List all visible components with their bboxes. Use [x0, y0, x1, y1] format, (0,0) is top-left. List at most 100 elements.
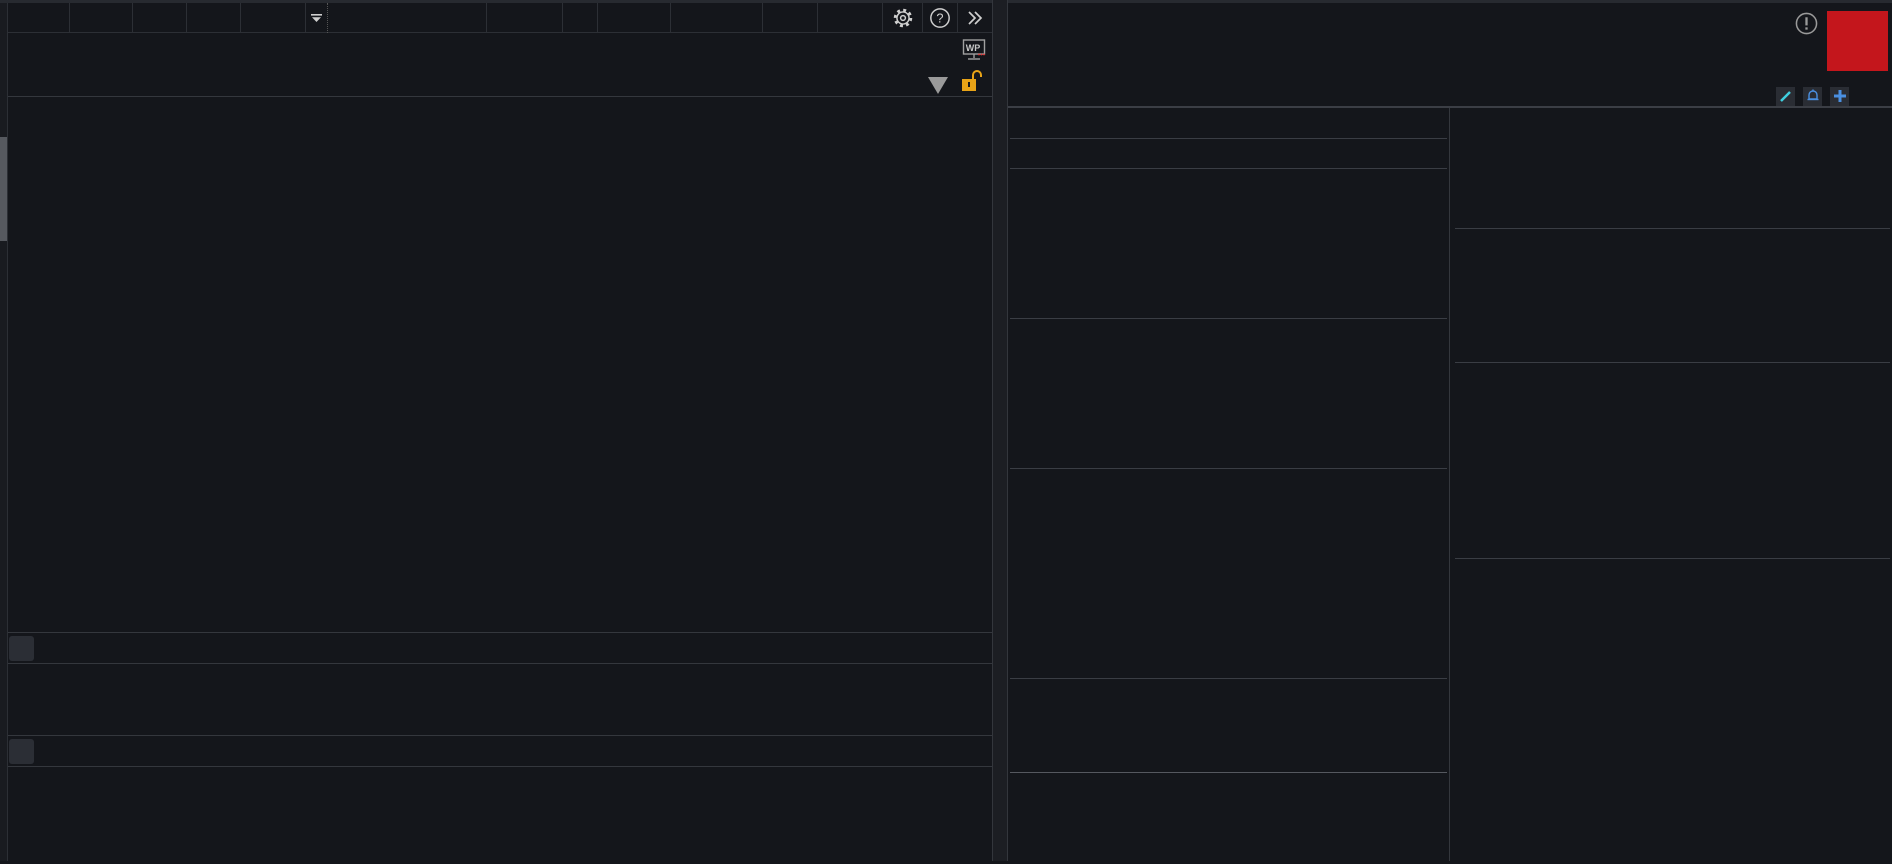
performance-row [1453, 200, 1892, 230]
stat-row [1008, 559, 1449, 589]
high-field [788, 33, 791, 65]
info-circle-icon [1795, 12, 1818, 35]
divider [1010, 168, 1447, 169]
macd-help-button[interactable] [9, 738, 34, 764]
help-button[interactable]: ? [922, 3, 957, 33]
ask-level-5[interactable] [1008, 170, 1449, 200]
bid-level-1[interactable] [1008, 320, 1449, 350]
ask-level-2[interactable] [1008, 259, 1449, 289]
divider [1010, 138, 1447, 139]
nav-trend-row[interactable] [1008, 108, 1449, 138]
super-overlay-button[interactable] [670, 3, 762, 33]
etf-stat-row [1008, 709, 1449, 739]
trade-tick-row [1008, 775, 1449, 805]
ask-level-3[interactable] [1008, 229, 1449, 259]
performance-row [1453, 170, 1892, 200]
tab-1min[interactable] [133, 3, 187, 33]
bid-level-3[interactable] [1008, 379, 1449, 409]
etf-stat-row [1008, 679, 1449, 709]
wp-monitor-icon: WP [962, 39, 986, 60]
period-dropdown[interactable] [928, 73, 948, 94]
tab-multi-day[interactable] [70, 3, 133, 33]
unlocked-padlock-icon [962, 70, 982, 91]
volume-help-button[interactable] [9, 635, 34, 661]
dropdown-triangle-icon [311, 13, 322, 22]
quick-actions [1760, 86, 1849, 106]
svg-text:?: ? [936, 11, 943, 26]
net-inflow-header [1453, 559, 1892, 591]
left-scroll-strip[interactable] [0, 3, 8, 861]
creation-redemption-row [1453, 262, 1892, 294]
ask-level-4[interactable] [1008, 200, 1449, 230]
bid-level-2[interactable] [1008, 350, 1449, 380]
bid-level-4[interactable] [1008, 409, 1449, 439]
info-button[interactable] [1795, 12, 1818, 35]
creation-redemption-header [1453, 230, 1892, 264]
more-periods-button[interactable] [306, 3, 328, 33]
pcf-row [1453, 395, 1892, 428]
divider [1455, 228, 1890, 229]
bid-level-5[interactable] [1008, 438, 1449, 468]
add-watchlist-button[interactable] [1830, 86, 1849, 106]
window-tab-strip [0, 0, 1892, 3]
quote-summary-row: WP [8, 33, 992, 65]
macd-indicator-header [8, 735, 992, 767]
creation-redemption-row [1453, 328, 1892, 360]
lock-toggle[interactable] [960, 69, 984, 93]
open-field [695, 33, 698, 65]
stat-row [1008, 529, 1449, 559]
creation-redemption-row [1453, 296, 1892, 328]
composite-screen-button[interactable] [486, 3, 562, 33]
edit-note-button[interactable] [1776, 86, 1795, 106]
close-field [420, 33, 423, 65]
stat-row [1008, 588, 1449, 618]
panel-splitter[interactable] [992, 0, 1008, 861]
trade-tick-row [1008, 834, 1449, 864]
divider [1010, 772, 1447, 773]
expand-button[interactable] [957, 3, 992, 33]
f9-button[interactable] [562, 3, 597, 33]
divider [1010, 468, 1447, 469]
settings-button[interactable] [882, 3, 922, 33]
divider [1455, 558, 1890, 559]
price-alert-button[interactable] [1803, 86, 1822, 106]
tab-15min[interactable] [241, 3, 306, 33]
performance-row [1453, 110, 1892, 140]
stat-row [1008, 648, 1449, 678]
pencil-icon [1780, 90, 1791, 102]
wp-button[interactable]: WP [962, 38, 986, 62]
ma-legend-row [8, 65, 992, 97]
pcf-row [1453, 428, 1892, 461]
scrollbar-thumb[interactable] [0, 137, 7, 241]
trade-tick-row [1008, 805, 1449, 835]
help-icon: ? [930, 8, 950, 28]
buy-button[interactable] [1827, 11, 1888, 71]
etf-stat-row [1008, 739, 1449, 769]
volume-indicator-header [8, 632, 992, 664]
tools-button[interactable] [817, 3, 882, 33]
divider [1455, 362, 1890, 363]
tab-5min[interactable] [187, 3, 241, 33]
svg-text:WP: WP [966, 43, 981, 53]
ask-level-1[interactable] [1008, 288, 1449, 318]
dropdown-triangle-icon [928, 77, 948, 94]
change-field [512, 33, 515, 65]
order-imbalance-row [1008, 138, 1449, 168]
performance-row [1453, 140, 1892, 170]
low-field [878, 33, 881, 65]
divider [1010, 678, 1447, 679]
divider [1010, 318, 1447, 319]
etf-info-panel [1453, 108, 1892, 861]
pcf-row [1453, 494, 1892, 527]
pcf-row [1453, 462, 1892, 495]
period-tabs [8, 3, 328, 33]
bell-icon [1807, 89, 1818, 101]
stat-row [1008, 470, 1449, 500]
gear-icon [893, 8, 912, 28]
chart-tools: ? [486, 3, 992, 33]
tab-intraday[interactable] [8, 3, 70, 33]
draw-line-button[interactable] [762, 3, 817, 33]
pcf-header [1453, 364, 1892, 396]
forward-adjust-button[interactable] [597, 3, 670, 33]
chart-toolbar: ? [8, 3, 992, 33]
